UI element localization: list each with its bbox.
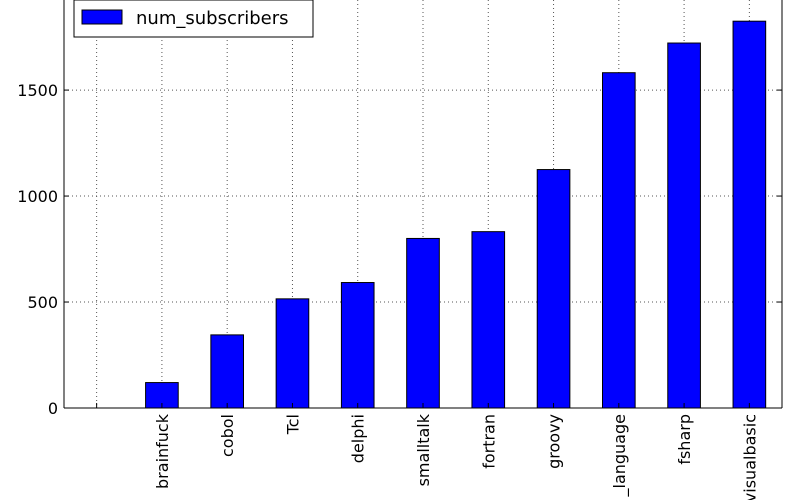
x-tick-label: fsharp (675, 414, 694, 465)
x-tick-label: _language (610, 414, 630, 498)
x-tick-label: cobol (218, 414, 237, 457)
bar (602, 72, 636, 409)
bar (732, 20, 767, 409)
legend-swatch (81, 9, 123, 25)
x-tick-label: brainfuck (153, 413, 172, 489)
x-tick-label: Tcl (283, 414, 302, 435)
y-tick-labels: 0 500 1000 1500 (17, 81, 58, 418)
y-tick-label: 500 (27, 293, 58, 312)
x-tick-labels: brainfuck cobol Tcl delphi smalltalk fortran g… (153, 413, 759, 500)
legend-label: num_subscribers (136, 8, 289, 29)
y-tick-label: 1000 (17, 187, 58, 206)
bar (275, 298, 310, 409)
bar (406, 237, 440, 409)
bar (340, 282, 375, 409)
axis-ticks (64, 89, 782, 409)
x-tick-label: smalltalk (414, 413, 433, 486)
bar (536, 169, 571, 409)
y-tick-label: 1500 (17, 81, 58, 100)
bar (667, 42, 701, 409)
bar (471, 231, 506, 409)
bars (80, 20, 767, 409)
x-tick-label: visualbasic (740, 414, 759, 500)
x-tick-label: delphi (349, 414, 368, 463)
x-tick-label: groovy (545, 414, 564, 469)
y-tick-label: 0 (48, 399, 58, 418)
legend: num_subscribers (73, 0, 314, 38)
x-tick-label: fortran (479, 414, 498, 469)
bar (210, 334, 244, 409)
